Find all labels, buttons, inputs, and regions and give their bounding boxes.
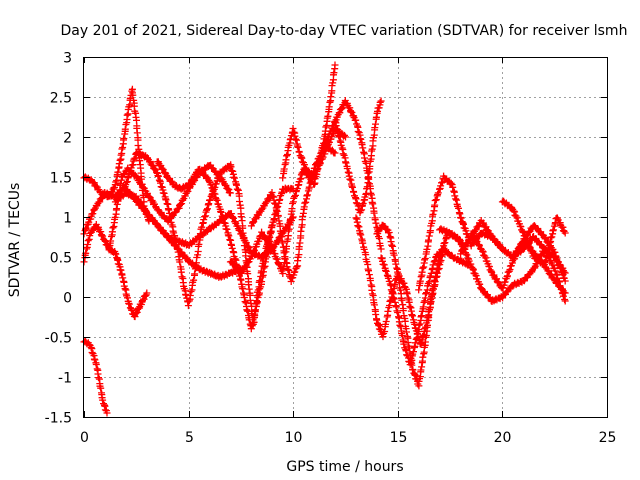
chart-title: Day 201 of 2021, Sidereal Day-to-day VTE… (61, 23, 628, 39)
x-tick-label: 10 (285, 430, 303, 446)
x-tick-label: 0 (80, 430, 89, 446)
series-track-3 (80, 221, 151, 321)
axis-ticks (84, 57, 608, 418)
series-markers (321, 97, 385, 253)
y-tick-label: 3 (63, 51, 72, 67)
x-tick-label: 5 (185, 430, 194, 446)
series-track-12 (321, 97, 385, 253)
series-track-22 (509, 233, 569, 305)
series-markers (331, 97, 385, 217)
x-tick-label: 20 (494, 430, 512, 446)
y-tick-label: 1 (63, 211, 72, 227)
series-track-16 (377, 244, 473, 369)
y-tick-label: 2.5 (50, 91, 72, 107)
series-track-13 (331, 97, 385, 217)
y-tick-label: 0 (63, 291, 72, 307)
tick-labels: 0 5 10 15 20 25 -1.5 -1 -0.5 0 0.5 1 1.5 2 2.5 3 (45, 51, 617, 447)
y-tick-label: -1 (58, 371, 72, 387)
x-tick-label: 15 (390, 430, 408, 446)
y-tick-label: -0.5 (45, 331, 72, 347)
series-markers (467, 222, 569, 292)
y-tick-label: 2 (63, 131, 72, 147)
series-markers (122, 186, 245, 281)
y-axis-label: SDTVAR / TECUs (7, 183, 23, 298)
data-points (80, 61, 569, 417)
x-tick-label: 25 (599, 430, 617, 446)
series-markers (509, 233, 569, 305)
y-tick-label: -1.5 (45, 411, 72, 427)
series-markers (377, 244, 473, 369)
series-track-6 (122, 186, 245, 281)
series-markers (80, 221, 151, 321)
y-tick-label: 1.5 (50, 171, 72, 187)
y-tick-label: 0.5 (50, 251, 72, 267)
x-axis-label: GPS time / hours (286, 459, 403, 475)
plot-frame (83, 57, 608, 418)
series-track-20 (467, 222, 569, 292)
